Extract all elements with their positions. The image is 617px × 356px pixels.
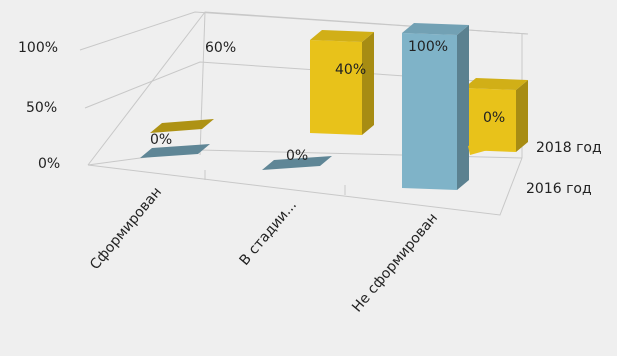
y-tick-100: 100% — [18, 40, 58, 56]
bar-1-2-front — [464, 88, 516, 152]
bar-1-1-top — [310, 30, 374, 42]
bar-0-1 — [262, 156, 332, 170]
label-2016-b-stadii: 0% — [286, 148, 308, 164]
series-label-2016: 2016 год — [526, 181, 592, 197]
category-label-ne-sformirovan: Не сформирован — [349, 210, 441, 315]
bar-0-0 — [140, 144, 210, 158]
label-2016-ne-sform: 100% — [408, 39, 448, 55]
bar-0-2-top — [402, 23, 469, 35]
bar-1-2-side — [516, 80, 528, 152]
bar-0-2-side — [457, 25, 469, 190]
bar-1-1-side — [362, 32, 374, 135]
category-label-b-stadii: В стадии... — [237, 197, 300, 268]
bars — [140, 23, 528, 190]
bar-1-1-front — [310, 40, 362, 135]
bar-sliver — [468, 140, 488, 155]
label-2018-b-stadii: 60% — [205, 40, 236, 56]
y-tick-0: 0% — [38, 156, 60, 172]
series-label-2018: 2018 год — [536, 140, 602, 156]
category-label-sformirovan: Сформирован — [87, 184, 165, 273]
label-2016-sform: 0% — [150, 132, 172, 148]
bar-1-2-top — [464, 78, 528, 90]
label-2018-ne-sform: 40% — [335, 62, 366, 78]
bar-1-0 — [150, 119, 214, 133]
bar-0-2-front — [402, 33, 457, 190]
label-2018-extra: 0% — [483, 110, 505, 126]
y-tick-50: 50% — [26, 100, 57, 116]
